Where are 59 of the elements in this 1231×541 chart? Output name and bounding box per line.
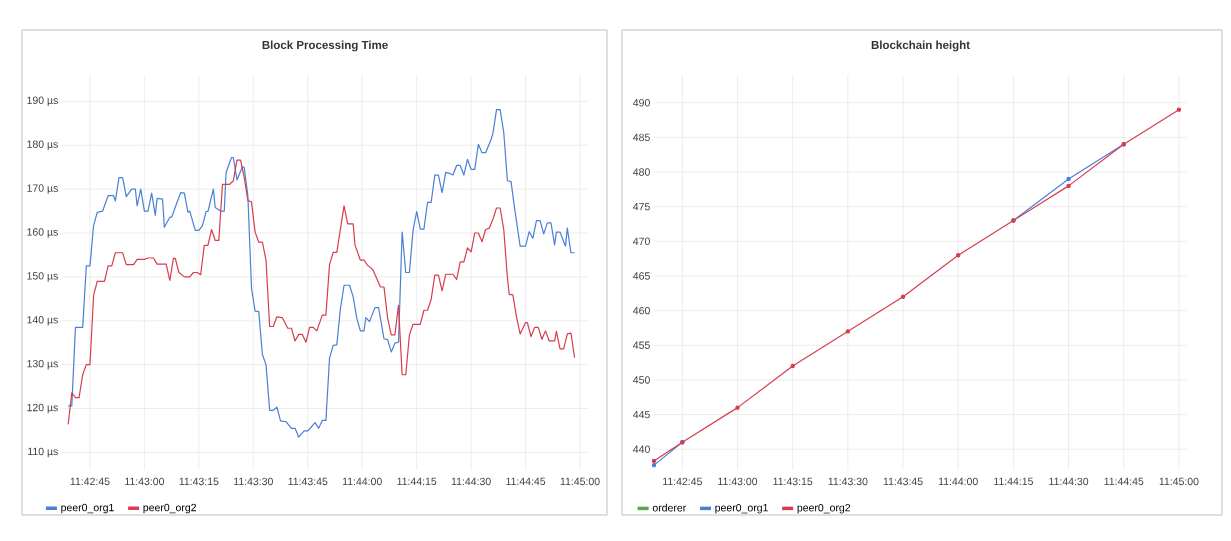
point — [956, 252, 961, 258]
y-tick-label: 170 µs — [27, 184, 58, 194]
y-tick-label: 110 µs — [28, 447, 58, 458]
y-tick-label: 120 µs — [27, 403, 58, 414]
y-tick-label: 450 — [633, 376, 650, 384]
x-tick-label: 11:44:15 — [397, 477, 437, 486]
x-tick-label: 11:43:45 — [883, 477, 923, 486]
chart-title: Blockchain height — [871, 40, 970, 52]
x-tick-label: 11:43:30 — [828, 477, 868, 486]
point — [845, 329, 851, 334]
y-tick-label: 475 — [633, 203, 650, 211]
legend-label: peer0_org1 — [61, 503, 114, 514]
y-tick-label: 180 µs — [27, 140, 58, 150]
x-tick-label: 11:44:30 — [1049, 477, 1089, 486]
y-tick-label: 455 — [633, 341, 650, 349]
y-tick-label: 470 — [633, 237, 650, 246]
point — [735, 405, 740, 410]
x-tick-label: 11:45:00 — [1159, 477, 1199, 486]
y-tick-label: 130 µs — [27, 359, 58, 370]
y-tick-label: 140 µs — [27, 316, 58, 326]
chart-title: Block Processing Time — [262, 40, 388, 52]
legend-label: orderer — [652, 503, 687, 512]
x-tick-label: 11:45:00 — [560, 477, 600, 486]
x-tick-label: 11:42:45 — [663, 477, 702, 486]
point — [1066, 176, 1071, 182]
y-tick-label: 460 — [633, 306, 650, 315]
x-tick-label: 11:43:45 — [288, 477, 328, 486]
x-tick-label: 11:43:00 — [718, 477, 758, 486]
y-tick-label: 480 — [633, 168, 650, 176]
x-tick-label: 11:43:15 — [179, 477, 219, 486]
x-tick-label: 11:43:00 — [125, 477, 165, 486]
x-tick-label: 11:44:00 — [342, 477, 382, 486]
y-tick-label: 160 µs — [27, 228, 58, 238]
y-tick-label: 465 — [633, 272, 650, 280]
point — [1066, 183, 1071, 189]
x-tick-label: 11:44:45 — [506, 477, 546, 486]
x-tick-label: 11:44:00 — [938, 477, 978, 486]
x-tick-label: 11:44:15 — [994, 477, 1033, 486]
point — [900, 294, 906, 299]
y-tick-label: 445 — [633, 410, 650, 419]
legend-label: peer0_org2 — [143, 503, 197, 514]
legend-label: peer0_org2 — [797, 503, 851, 514]
y-tick-label: 440 — [633, 445, 650, 453]
y-tick-label: 150 µs — [27, 272, 58, 282]
y-tick-label: 490 — [633, 99, 650, 107]
point — [1176, 107, 1182, 112]
y-tick-label: 190 µs — [27, 96, 58, 107]
x-tick-label: 11:43:15 — [773, 477, 813, 486]
point — [651, 458, 657, 464]
point — [790, 363, 795, 369]
line-series — [67, 109, 576, 438]
line-series — [67, 159, 576, 425]
x-tick-label: 11:44:30 — [451, 477, 491, 486]
x-tick-label: 11:42:45 — [70, 477, 110, 486]
legend-label: peer0_org1 — [715, 503, 768, 514]
point — [651, 462, 657, 468]
x-tick-label: 11:44:45 — [1104, 477, 1144, 486]
x-tick-label: 11:43:30 — [234, 477, 273, 486]
y-tick-label: 485 — [633, 133, 650, 142]
